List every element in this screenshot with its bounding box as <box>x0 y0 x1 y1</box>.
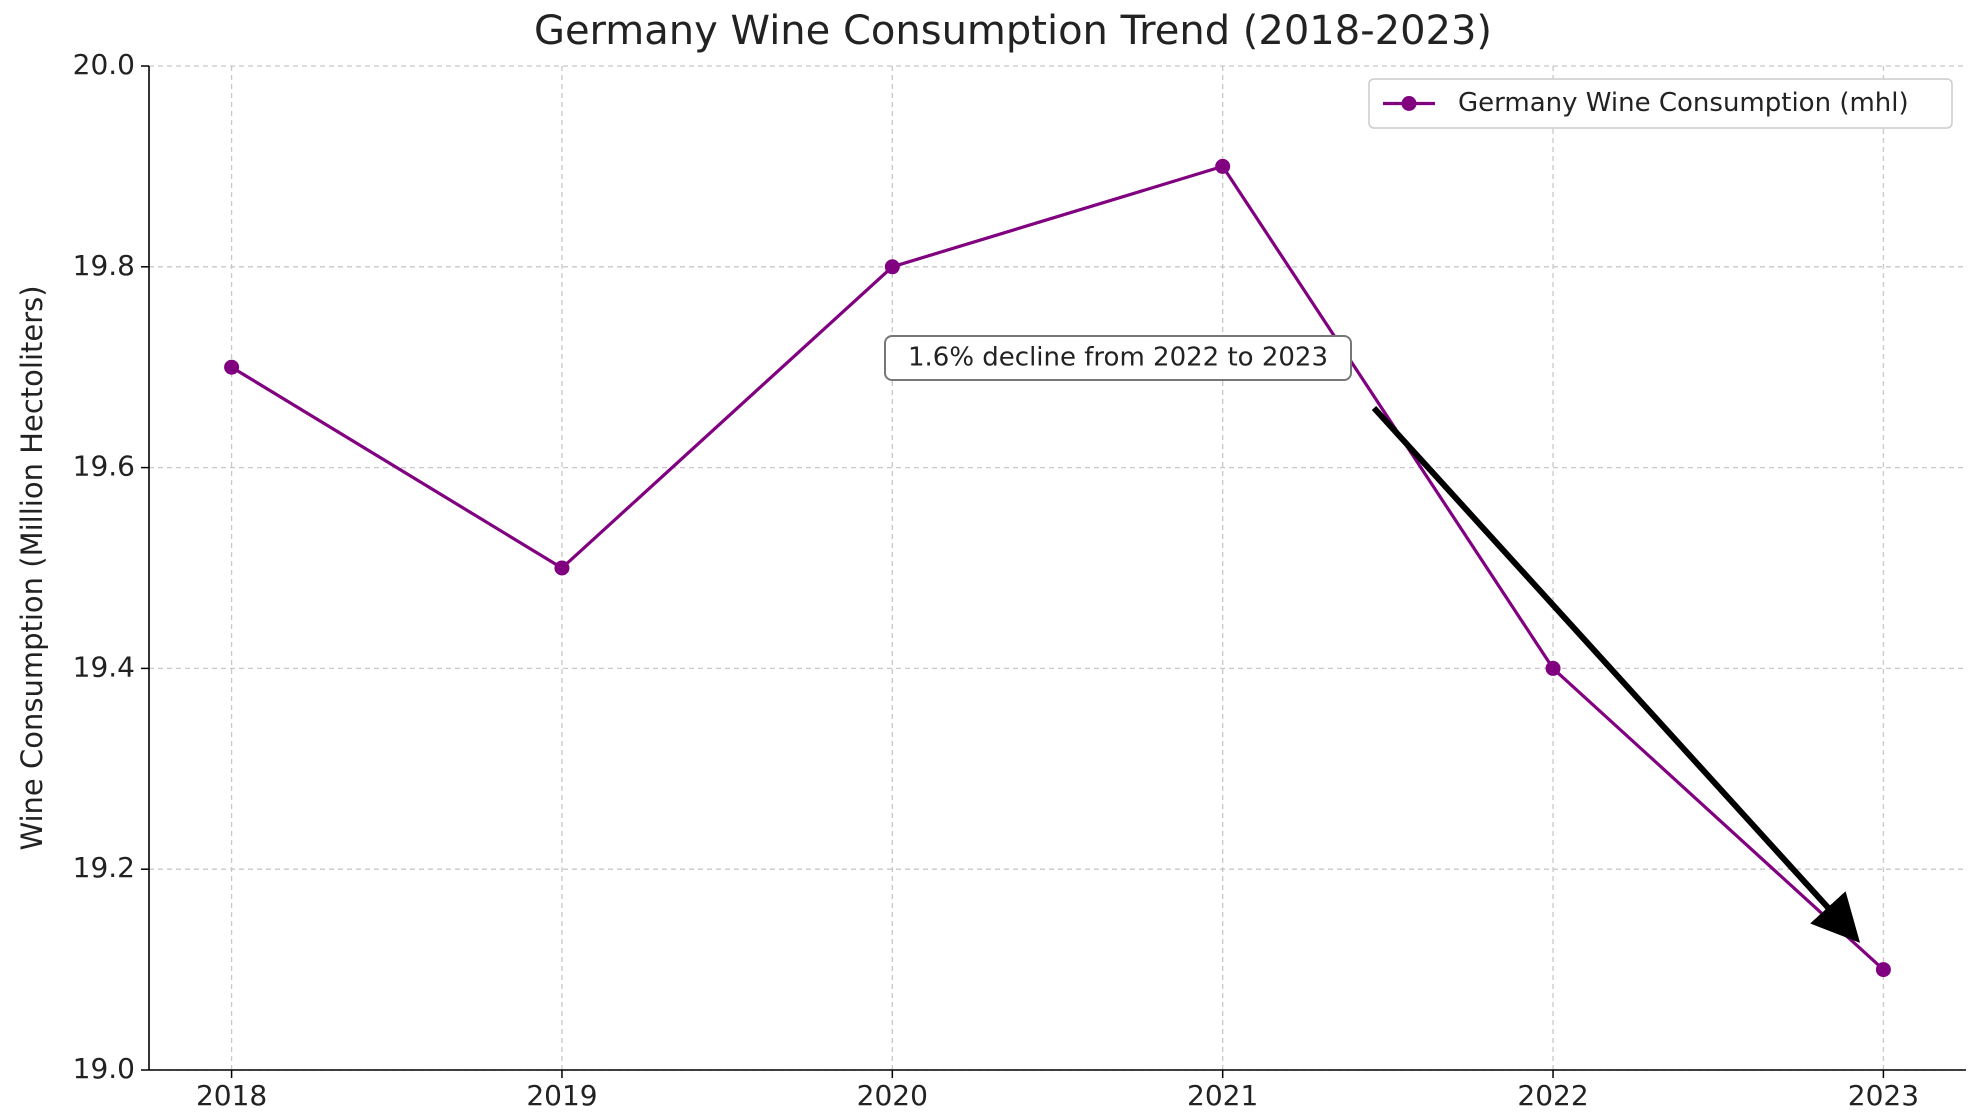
legend-box <box>1368 78 1953 129</box>
data-point <box>884 259 900 275</box>
x-tick-label: 2023 <box>1848 1079 1919 1112</box>
data-point <box>1215 158 1231 174</box>
data-point <box>554 560 570 576</box>
x-tick-label: 2022 <box>1517 1079 1588 1112</box>
annotation-arrow <box>1371 405 1861 943</box>
x-tick-label: 2020 <box>857 1079 928 1112</box>
annotation-text: 1.6% decline from 2022 to 2023 <box>908 343 1328 373</box>
x-tick-label: 2019 <box>526 1079 597 1112</box>
y-tick-label: 19.2 <box>73 851 135 884</box>
y-tick-label: 19.6 <box>73 450 135 483</box>
x-tick-label: 2018 <box>196 1079 267 1112</box>
legend-label: Germany Wine Consumption (mhl) <box>1458 88 1909 118</box>
data-point <box>224 359 240 375</box>
annotation-box <box>884 335 1352 381</box>
chart-title: Germany Wine Consumption Trend (2018-202… <box>534 8 1492 54</box>
y-tick-label: 19.0 <box>73 1052 135 1085</box>
y-tick-label: 19.8 <box>73 249 135 282</box>
data-point <box>1875 962 1891 978</box>
x-tick-label: 2021 <box>1187 1079 1258 1112</box>
legend-marker <box>1401 96 1417 111</box>
y-tick-label: 19.4 <box>73 650 135 683</box>
data-point <box>1545 660 1561 676</box>
y-axis-label: Wine Consumption (Million Hectoliters) <box>15 285 49 850</box>
data-line <box>230 164 1885 971</box>
y-tick-label: 20.0 <box>73 48 135 81</box>
